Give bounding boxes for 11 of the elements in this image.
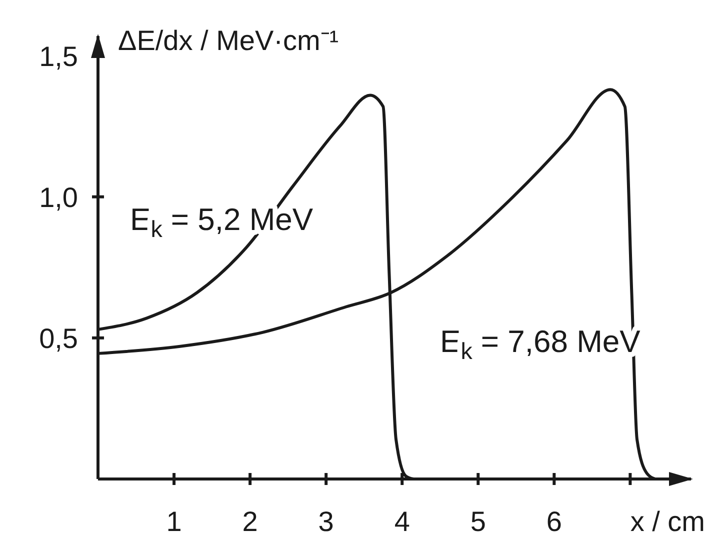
- x-tick-label: 1: [166, 506, 182, 537]
- x-tick-label: 3: [318, 506, 334, 537]
- y-tick-label: 1,5: [39, 40, 78, 72]
- y-tick-label: 0,5: [39, 322, 78, 354]
- x-tick-label: 4: [394, 506, 410, 537]
- y-tick-label: 1,0: [39, 182, 78, 213]
- y-axis-title: ΔE/dx / MeV·cm⁻¹: [118, 25, 339, 56]
- x-tick-label: 5: [470, 506, 486, 537]
- x-axis-title: x / cm: [630, 506, 705, 537]
- x-tick-label: 2: [242, 506, 258, 537]
- x-tick-label: 6: [546, 506, 562, 537]
